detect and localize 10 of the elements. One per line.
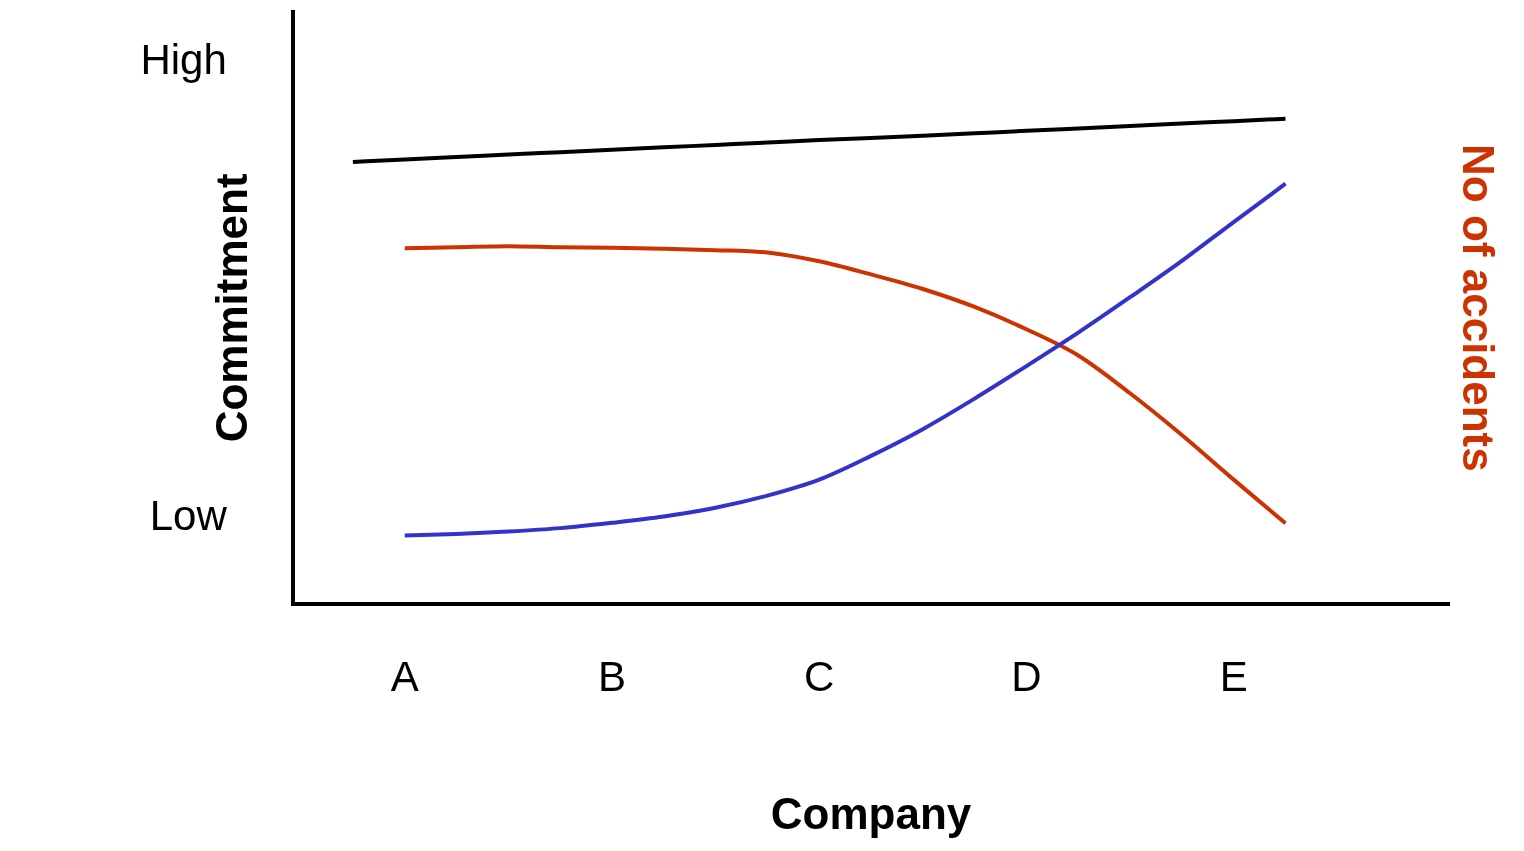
x-tick-label: C <box>804 652 835 700</box>
x-tick-label: B <box>597 652 626 700</box>
text: Low <box>149 491 228 539</box>
x-tick-label: D <box>1011 652 1042 700</box>
y2-axis-title: No of accidents <box>1454 144 1504 472</box>
text: High <box>140 36 227 84</box>
x-tick-label: A <box>390 652 419 700</box>
x-tick-label: E <box>1219 652 1248 700</box>
x-axis-title: Company <box>770 788 972 838</box>
y-axis-title: Commitment <box>206 173 256 443</box>
